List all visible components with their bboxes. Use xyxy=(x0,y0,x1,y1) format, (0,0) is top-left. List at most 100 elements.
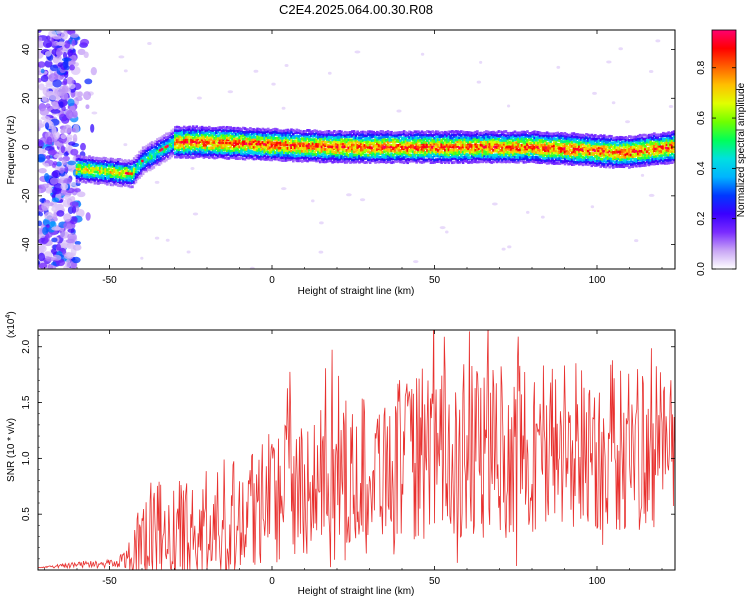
ridge-cell xyxy=(252,133,256,136)
ridge-cell xyxy=(241,157,245,161)
ridge-cell xyxy=(199,147,202,151)
ridge-cell xyxy=(243,130,247,134)
ridge-cell xyxy=(81,167,84,171)
ridge-cell xyxy=(299,148,302,152)
ridge-cell xyxy=(190,151,193,155)
ridge-cell xyxy=(308,139,311,143)
ridge-cell xyxy=(170,136,174,139)
ridge-cell xyxy=(608,153,611,157)
ridge-cell xyxy=(545,161,549,165)
ridge-cell xyxy=(299,129,302,133)
ridge-cell xyxy=(184,130,188,134)
ridge-cell xyxy=(454,130,458,133)
ridge-cell xyxy=(349,130,352,134)
ridge-cell xyxy=(608,165,611,169)
ridge-cell xyxy=(511,151,515,155)
ridge-cell xyxy=(268,153,272,157)
ridge-cell xyxy=(256,139,259,143)
ridge-cell xyxy=(156,140,159,144)
ridge-cell xyxy=(611,155,615,158)
noise-blob xyxy=(56,48,62,57)
ridge-cell xyxy=(358,133,361,137)
ridge-cell xyxy=(418,131,422,135)
ridge-cell xyxy=(662,139,665,143)
ridge-cell xyxy=(427,143,431,147)
ridge-cell xyxy=(422,138,426,142)
ridge-cell xyxy=(207,152,211,156)
ridge-cell xyxy=(191,133,195,136)
ridge-cell xyxy=(295,128,299,132)
ridge-cell xyxy=(651,144,654,148)
ridge-cell xyxy=(542,154,545,158)
ridge-cell xyxy=(367,155,370,159)
ridge-cell xyxy=(143,149,147,153)
colorbar-ticks: 0.00.20.40.60.8 xyxy=(696,60,736,276)
ridge-cell xyxy=(642,133,645,137)
ridge-cell xyxy=(104,179,107,183)
noise-blob xyxy=(67,228,75,233)
ridge-cell xyxy=(184,149,188,153)
ridge-cell xyxy=(651,152,654,155)
ridge-cell xyxy=(334,148,338,152)
ridge-cell xyxy=(606,163,610,167)
noise-blob xyxy=(556,65,561,69)
ridge-cell xyxy=(397,148,401,152)
ridge-cell xyxy=(579,136,583,140)
ridge-cell xyxy=(570,132,574,136)
noise-blob xyxy=(41,183,49,189)
ridge-cell xyxy=(447,148,451,152)
ridge-cell xyxy=(293,148,297,152)
ridge-cell xyxy=(653,141,656,145)
ridge-cell xyxy=(367,140,370,144)
ridge-cell xyxy=(88,180,91,184)
ridge-cell xyxy=(611,145,615,149)
ridge-cell xyxy=(547,144,551,148)
ridge-cell xyxy=(216,130,220,134)
ridge-cell xyxy=(309,142,313,145)
ridge-cell xyxy=(199,150,202,154)
ridge-cell xyxy=(379,136,383,140)
ridge-cell xyxy=(243,154,247,157)
ridge-cell xyxy=(440,134,443,137)
ridge-cell xyxy=(642,148,645,152)
ridge-cell xyxy=(556,134,560,137)
ridge-cell xyxy=(517,131,520,135)
ridge-cell xyxy=(136,167,140,171)
ridge-cell xyxy=(662,142,665,146)
ridge-cell xyxy=(148,168,152,172)
ridge-cell xyxy=(104,169,107,173)
ridge-cell xyxy=(295,146,299,150)
ridge-cell xyxy=(258,149,261,153)
ridge-cell xyxy=(583,153,586,157)
ridge-cell xyxy=(617,157,620,161)
ridge-cell xyxy=(485,155,488,159)
ridge-cell xyxy=(570,144,574,148)
ridge-cell xyxy=(215,129,218,133)
ridge-cell xyxy=(197,142,200,146)
ridge-cell xyxy=(384,130,388,134)
ridge-cell xyxy=(458,160,461,164)
ridge-cell xyxy=(286,135,290,139)
ridge-cell xyxy=(247,146,250,150)
ridge-cell xyxy=(190,147,193,151)
ridge-cell xyxy=(561,132,565,136)
ridge-cell xyxy=(629,155,633,159)
ridge-cell xyxy=(129,176,132,180)
ridge-cell xyxy=(202,153,206,157)
ridge-cell xyxy=(252,140,256,144)
ridge-cell xyxy=(159,139,163,142)
ridge-cell xyxy=(211,131,215,135)
ridge-cell xyxy=(91,177,95,181)
ridge-cell xyxy=(268,140,272,144)
ridge-cell xyxy=(463,135,467,139)
ridge-cell xyxy=(377,131,381,135)
ridge-cell xyxy=(188,125,191,129)
ridge-cell xyxy=(390,130,393,134)
ridge-cell xyxy=(300,130,304,134)
ridge-cell xyxy=(379,160,383,163)
ridge-cell xyxy=(309,154,313,158)
ridge-cell xyxy=(468,143,472,146)
ridge-cell xyxy=(107,158,111,162)
ridge-cell xyxy=(554,149,558,152)
ridge-cell xyxy=(434,147,438,151)
